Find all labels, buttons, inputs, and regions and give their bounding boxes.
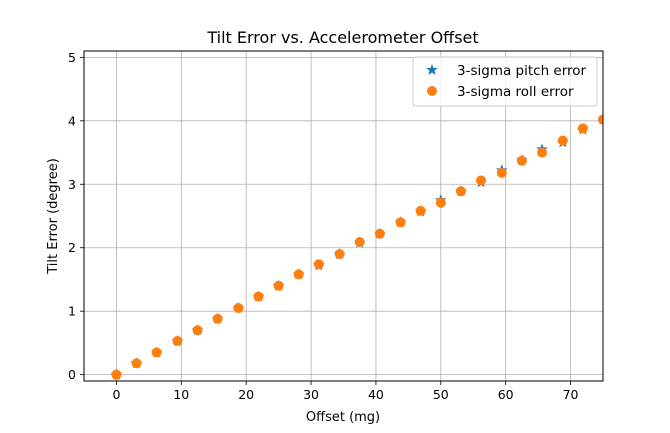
roll-error-point xyxy=(334,249,345,260)
roll-error-point xyxy=(415,205,426,216)
roll-error-point xyxy=(557,135,568,146)
roll-error-point xyxy=(435,197,446,208)
roll-error-point xyxy=(455,186,466,197)
roll-error-point xyxy=(273,280,284,291)
roll-error-point xyxy=(598,114,603,125)
data-points xyxy=(110,113,603,380)
legend-marker-pitch xyxy=(426,63,438,75)
x-tick-label: 20 xyxy=(238,387,254,402)
roll-error-point xyxy=(374,228,385,239)
x-axis-title: Offset (mg) xyxy=(306,410,380,425)
roll-error-point xyxy=(476,175,487,186)
y-tick-label: 3 xyxy=(68,177,76,192)
roll-error-point xyxy=(577,123,588,134)
x-tick-label: 0 xyxy=(112,387,120,402)
roll-error-point xyxy=(496,167,507,178)
y-tick-label: 5 xyxy=(68,50,76,65)
y-tick-label: 1 xyxy=(68,304,76,319)
legend-label-roll: 3-sigma roll error xyxy=(457,84,574,100)
legend: 3-sigma pitch error 3-sigma roll error xyxy=(412,56,598,107)
roll-error-point xyxy=(172,336,183,347)
x-tick-label: 10 xyxy=(173,387,189,402)
legend-label-pitch: 3-sigma pitch error xyxy=(457,63,587,79)
series-roll xyxy=(111,114,603,380)
axes: 0 10 20 30 40 50 60 70 0 1 2 3 4 5 xyxy=(68,50,604,402)
y-tick-label: 2 xyxy=(68,240,76,255)
x-tick-label: 60 xyxy=(498,387,514,402)
roll-error-point xyxy=(253,291,264,302)
roll-error-point xyxy=(192,325,203,336)
roll-error-point xyxy=(233,303,244,314)
roll-error-point xyxy=(537,147,548,158)
roll-error-point xyxy=(354,237,365,248)
x-tick-label: 30 xyxy=(303,387,319,402)
legend-box xyxy=(412,56,598,107)
roll-error-point xyxy=(151,347,162,358)
roll-error-point xyxy=(313,259,324,270)
x-tick-label: 70 xyxy=(563,387,579,402)
chart-title: Tilt Error vs. Accelerometer Offset xyxy=(206,28,478,47)
x-tick-label: 50 xyxy=(433,387,449,402)
legend-circle-icon xyxy=(427,86,437,96)
legend-marker-roll xyxy=(427,86,437,96)
plot-frame xyxy=(83,50,604,382)
y-tick-label: 0 xyxy=(68,367,76,382)
roll-error-point xyxy=(111,369,122,380)
roll-error-point xyxy=(212,313,223,324)
y-tick-label: 4 xyxy=(68,113,76,128)
x-tick-label: 40 xyxy=(368,387,384,402)
roll-error-point xyxy=(516,155,527,166)
y-axis-title: Tilt Error (degree) xyxy=(46,158,61,275)
roll-error-point xyxy=(395,217,406,228)
roll-error-point xyxy=(293,269,304,280)
roll-error-point xyxy=(131,358,142,369)
legend-star-icon xyxy=(426,63,438,75)
plot-data xyxy=(110,113,603,380)
